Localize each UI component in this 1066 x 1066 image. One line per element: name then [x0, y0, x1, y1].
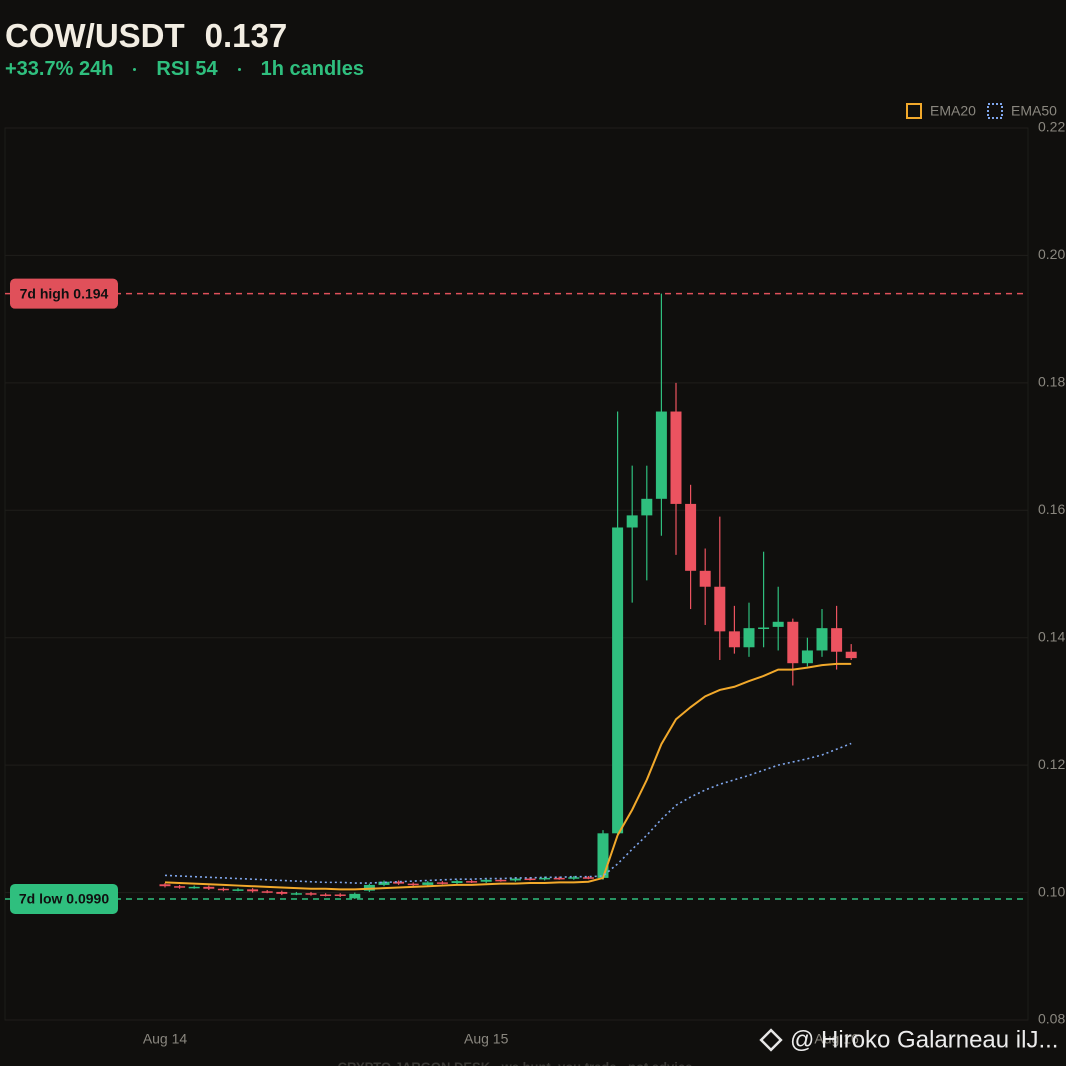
y-tick-label: 0.22: [1038, 119, 1065, 135]
candle-body: [612, 527, 624, 834]
candle-body: [787, 621, 799, 664]
chart-title: COW/USDT: [5, 17, 185, 54]
candle-body: [524, 878, 536, 881]
candle-body: [509, 878, 521, 881]
candle-body: [422, 882, 434, 885]
watermark: @ Hiroko Galarneau ilJ...: [790, 1026, 1058, 1053]
candle-body: [276, 891, 288, 894]
candle-body: [203, 886, 215, 889]
candle-body: [232, 889, 244, 891]
x-tick-label: Aug 16: [814, 1031, 859, 1047]
rsi: RSI 54: [156, 58, 218, 80]
separator: [133, 68, 137, 71]
plot-frame: [4, 127, 1029, 1021]
candle-body: [568, 877, 580, 879]
y-tick-label: 0.16: [1038, 501, 1065, 517]
legend-label: EMA50: [1011, 103, 1057, 119]
x-tick-label: Aug 14: [143, 1031, 188, 1047]
candle-body: [261, 891, 273, 893]
candle-body: [466, 881, 478, 883]
candle-body: [305, 893, 317, 895]
y-tick-label: 0.18: [1038, 374, 1065, 390]
x-tick-label: Aug 15: [464, 1031, 509, 1047]
candle-body: [772, 621, 784, 627]
ref-label: 7d high 0.194: [20, 285, 109, 301]
candle-body: [670, 411, 682, 504]
candle-body: [159, 884, 171, 887]
candle-body: [407, 883, 419, 886]
candle-body: [334, 894, 346, 896]
candle-body: [217, 888, 229, 891]
candle-body: [582, 877, 594, 879]
candle-body: [597, 833, 609, 878]
candle-body: [758, 627, 770, 630]
candle-body: [714, 586, 726, 632]
candle-body: [626, 515, 638, 528]
candle-body: [831, 628, 843, 652]
legend-swatch: [987, 103, 1003, 119]
candle-body: [495, 879, 507, 882]
candle-body: [641, 498, 653, 516]
y-tick-label: 0.14: [1038, 628, 1065, 644]
candle-body: [320, 894, 332, 896]
candle-body: [685, 503, 697, 571]
candle-body: [436, 882, 448, 884]
candle-body: [349, 893, 361, 899]
candle-body: [247, 889, 259, 892]
candle-body: [378, 881, 390, 885]
candle-body: [801, 650, 813, 664]
separator: [237, 68, 241, 71]
legend-swatch: [906, 103, 922, 119]
price: 0.137: [204, 17, 288, 54]
candle-body: [728, 631, 740, 648]
y-tick-label: 0.20: [1038, 246, 1065, 262]
ref-label-box: [10, 278, 118, 309]
ema-line: [164, 742, 852, 884]
candle-body: [539, 877, 551, 880]
candle-body: [743, 628, 755, 648]
watermark-diamond: [759, 1028, 783, 1052]
candle-body: [699, 570, 711, 587]
title-row: COW/USDT 0.137: [5, 16, 364, 56]
candle-body: [553, 877, 565, 880]
legend-label: EMA20: [930, 103, 976, 119]
header: COW/USDT 0.137 +33.7% 24h RSI 54 1h cand…: [5, 16, 364, 81]
watermark-icon: [759, 1028, 783, 1052]
subtitle-row: +33.7% 24h RSI 54 1h candles: [5, 58, 364, 81]
candle-body: [188, 886, 200, 889]
ref-label-box: [10, 883, 118, 914]
ref-label: 7d low 0.0990: [19, 891, 109, 907]
candle-body: [816, 628, 828, 651]
candle-body: [480, 879, 492, 882]
candle-body: [174, 886, 186, 888]
footer: CRYPTO JARGON DESK · we hunt, you trade …: [338, 1059, 693, 1066]
y-tick-label: 0.12: [1038, 756, 1065, 772]
interval: 1h candles: [260, 58, 364, 80]
candle-body: [393, 881, 405, 884]
candle-body: [451, 881, 463, 884]
y-tick-label: 0.08: [1038, 1011, 1065, 1027]
candle-body: [290, 893, 302, 895]
change: +33.7% 24h: [5, 58, 114, 80]
ema-line: [164, 662, 852, 891]
candle-body: [655, 411, 667, 499]
candle-body: [845, 651, 857, 659]
y-tick-label: 0.10: [1038, 883, 1065, 899]
